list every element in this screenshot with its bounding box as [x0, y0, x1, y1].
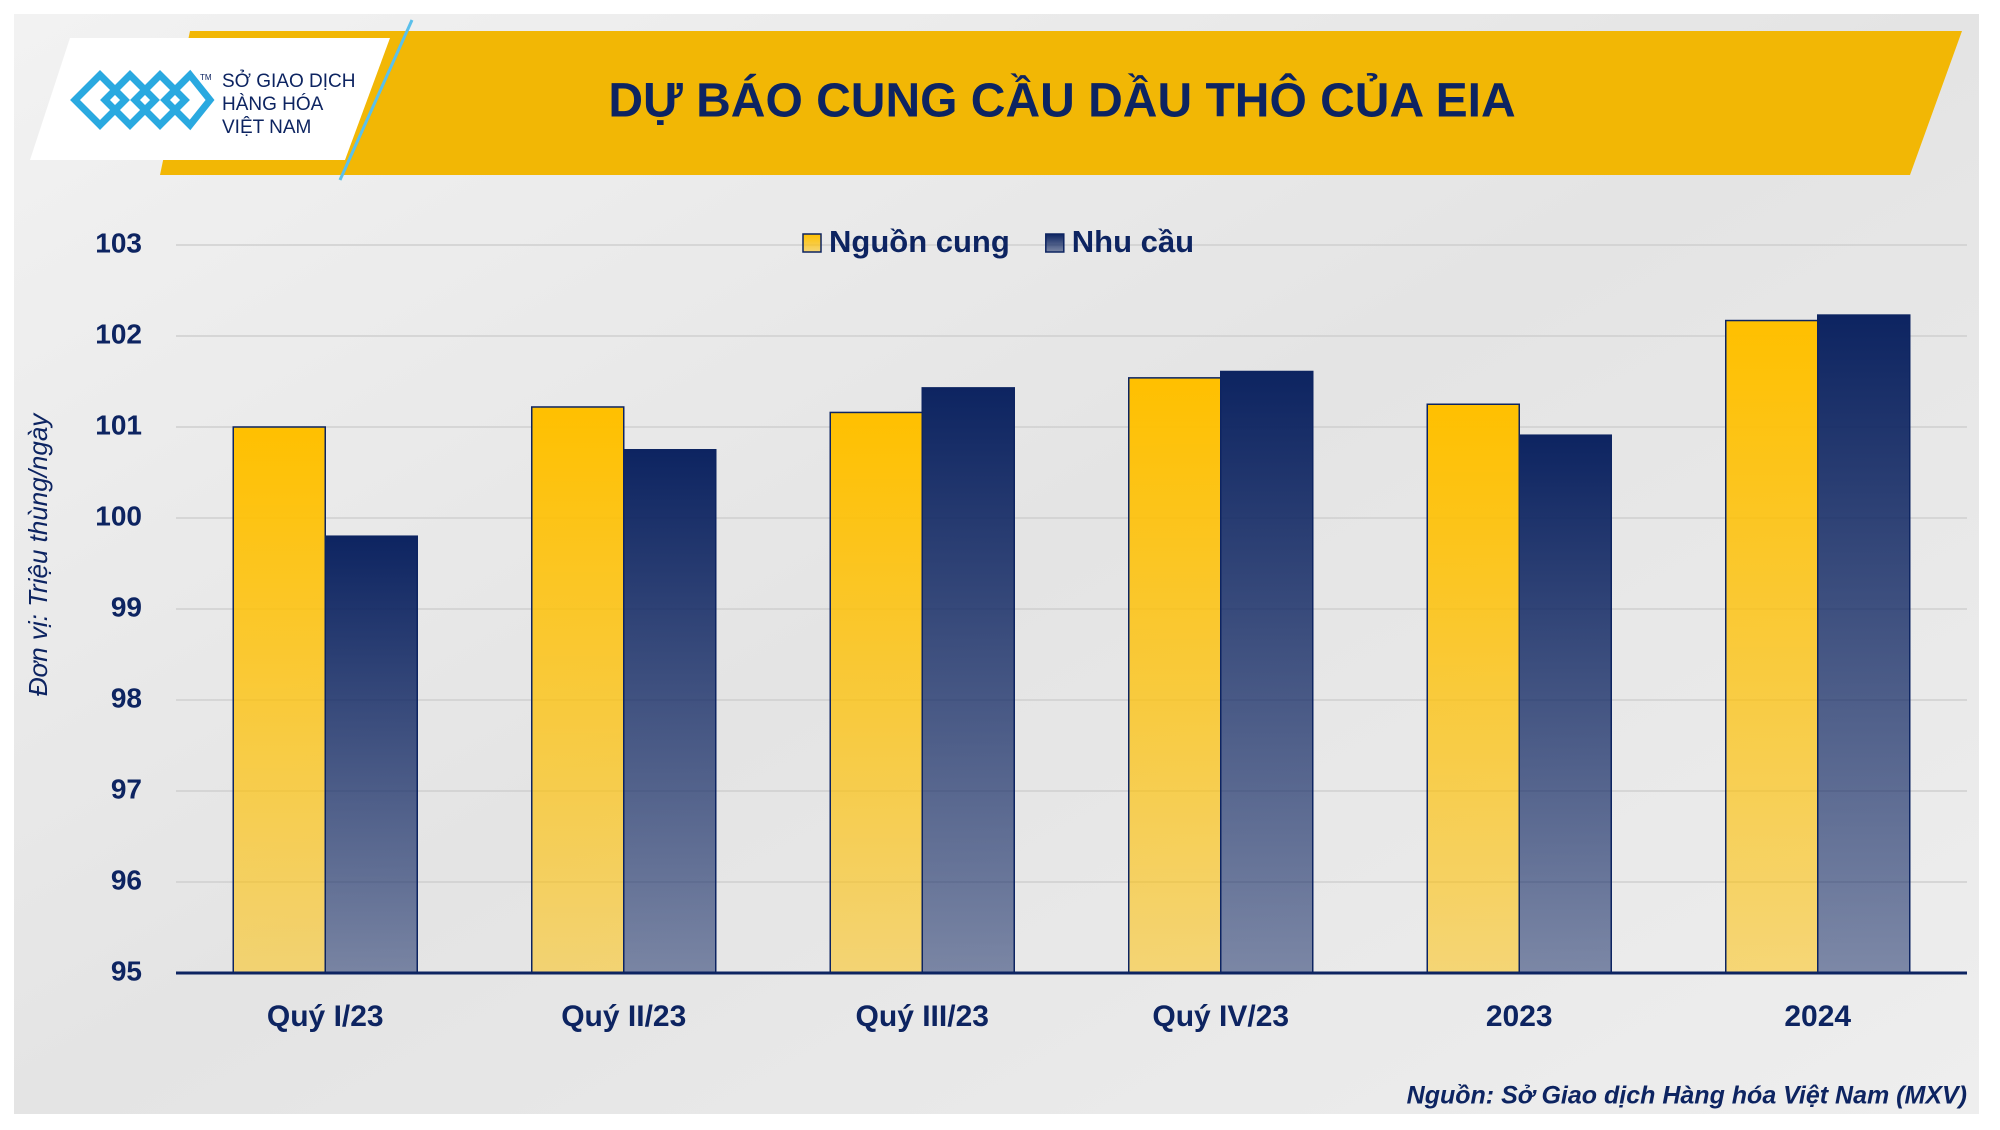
- logo-accent: [338, 19, 414, 181]
- bar: [1220, 370, 1314, 974]
- logo-text: HÀNG HÓA: [222, 93, 324, 115]
- x-tick-label: 2023: [1486, 1000, 1553, 1033]
- bar: [232, 426, 326, 974]
- x-tick-label: Quý I/23: [267, 1000, 384, 1033]
- logo-mark: TM: [200, 73, 212, 82]
- bar: [324, 535, 418, 974]
- y-tick-label: 98: [111, 682, 142, 713]
- legend-label: Nhu cầu: [1072, 224, 1194, 259]
- y-tick-label: 95: [111, 955, 142, 986]
- legend-swatch: [802, 233, 822, 253]
- bar: [1725, 319, 1819, 974]
- bar: [829, 411, 923, 974]
- logo-icon: [70, 69, 215, 131]
- y-tick-label: 99: [111, 591, 142, 622]
- bar: [921, 387, 1015, 974]
- x-tick-label: Quý II/23: [561, 1000, 686, 1033]
- source-note: Nguồn: Sở Giao dịch Hàng hóa Việt Nam (M…: [1407, 1082, 1967, 1110]
- y-tick-label: 100: [95, 500, 142, 531]
- legend-label: Nguồn cung: [829, 224, 1010, 259]
- bar: [623, 449, 717, 974]
- logo-text: SỞ GIAO DỊCH: [222, 70, 355, 92]
- bar: [1128, 377, 1222, 974]
- chart-title: DỰ BÁO CUNG CẦU DẦU THÔ CỦA EIA: [608, 73, 1515, 128]
- logo-text: VIỆT NAM: [222, 116, 311, 138]
- legend-swatch: [1045, 233, 1065, 253]
- y-tick-label: 103: [95, 227, 142, 258]
- y-tick-label: 97: [111, 773, 142, 804]
- y-tick-label: 96: [111, 864, 142, 895]
- y-axis-label: Đơn vị: Triệu thùng/ngày: [23, 412, 53, 697]
- x-tick-label: Quý III/23: [856, 1000, 989, 1033]
- bar: [1518, 434, 1612, 974]
- y-tick-label: 101: [95, 409, 142, 440]
- bar: [1817, 314, 1911, 974]
- bar: [1426, 403, 1520, 974]
- header-banner: [160, 31, 1962, 175]
- x-tick-label: 2024: [1784, 1000, 1851, 1033]
- bar: [531, 406, 625, 974]
- x-tick-label: Quý IV/23: [1152, 1000, 1289, 1033]
- y-tick-label: 102: [95, 318, 142, 349]
